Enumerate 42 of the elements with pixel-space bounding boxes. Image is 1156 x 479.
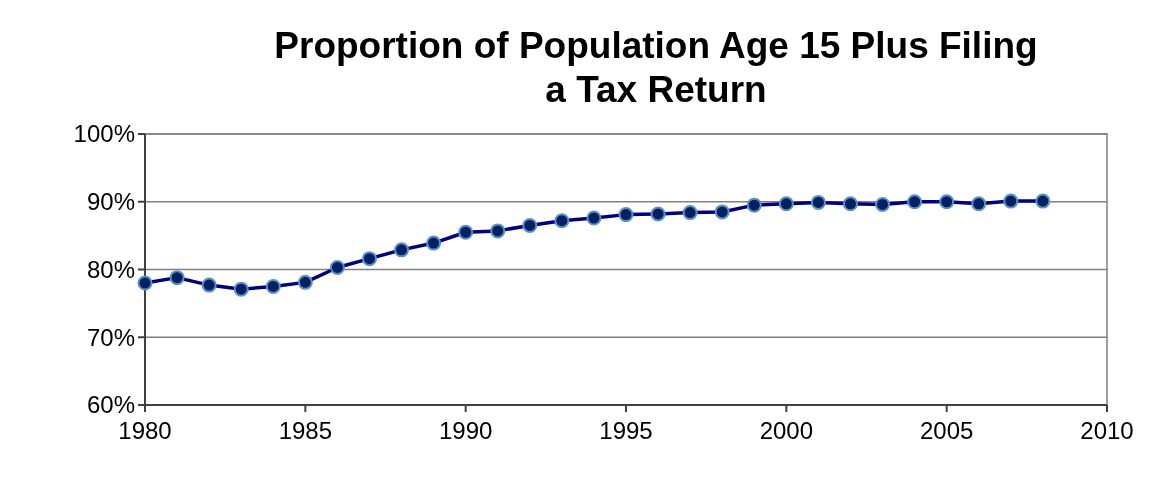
x-tick-label: 2010 — [1080, 417, 1134, 444]
x-tick-label: 1985 — [278, 417, 333, 444]
y-tick-label: 90% — [86, 188, 135, 216]
y-tick-label: 100% — [73, 120, 135, 148]
point — [1035, 193, 1051, 209]
point — [169, 270, 185, 286]
point — [201, 277, 217, 293]
point — [554, 213, 570, 229]
chart-title: Proportion of Population Age 15 Plus Filing a Tax Return — [274, 25, 1038, 110]
point — [682, 205, 698, 221]
point — [586, 210, 602, 226]
point — [939, 194, 955, 210]
y-tick-label: 70% — [86, 323, 135, 351]
point — [1003, 193, 1019, 209]
point — [426, 235, 442, 251]
point — [810, 194, 826, 210]
point — [778, 196, 794, 212]
point — [971, 196, 987, 212]
point — [907, 194, 923, 210]
y-tick-label: 60% — [86, 391, 135, 419]
x-tick-label: 1995 — [599, 417, 653, 444]
point — [842, 196, 858, 212]
x-tick-label: 2005 — [919, 417, 974, 444]
point — [265, 278, 281, 294]
point — [297, 274, 313, 290]
point — [233, 281, 249, 297]
x-tick-label: 2000 — [759, 417, 814, 444]
point — [618, 207, 634, 223]
point — [361, 251, 377, 267]
point — [490, 223, 506, 239]
point — [458, 224, 474, 240]
y-tick-label: 80% — [86, 255, 135, 283]
point — [714, 204, 730, 220]
point — [650, 206, 666, 222]
point — [137, 275, 153, 291]
point — [875, 196, 891, 212]
x-tick-label: 1980 — [118, 417, 172, 444]
point — [522, 217, 538, 233]
point — [394, 242, 410, 258]
point — [746, 197, 762, 213]
x-tick-label: 1990 — [438, 417, 493, 444]
point — [329, 259, 345, 275]
